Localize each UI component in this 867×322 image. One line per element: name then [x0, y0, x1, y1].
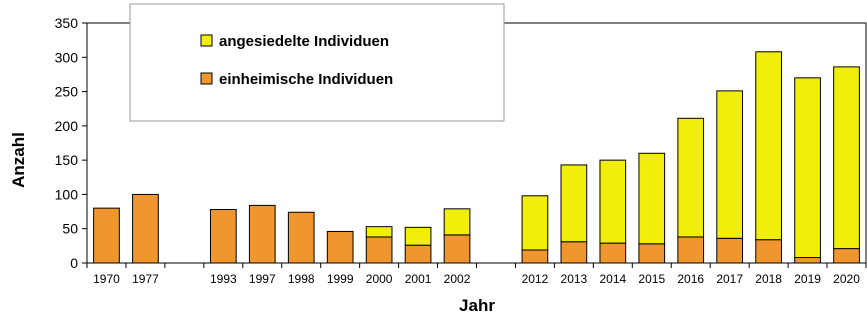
x-tick-label: 1997	[249, 272, 276, 286]
x-tick-label: 1993	[210, 272, 237, 286]
x-tick-label: 1970	[93, 272, 120, 286]
legend-label-einheimische: einheimische Individuen	[219, 71, 393, 88]
x-axis: 1970 1977 1993 1997 1998 1999 2000 2001 2002 2012…	[86, 263, 867, 286]
y-tick-label: 100	[55, 186, 79, 202]
bar-angesiedelte-2016	[677, 117, 705, 238]
bar-einheimische-1999	[326, 230, 354, 264]
x-tick-label: 2014	[599, 272, 626, 286]
legend: angesiedelte Individuen einheimische Ind…	[129, 3, 505, 122]
x-tick-label: 2001	[405, 272, 432, 286]
bar-angesiedelte-2013	[560, 164, 588, 243]
bar-einheimische-1977	[132, 193, 159, 264]
bar-einheimische-1970	[93, 207, 120, 264]
y-axis-title: Anzahl	[9, 132, 28, 188]
y-tick-label: 200	[55, 118, 79, 134]
bar-angesiedelte-2012	[521, 195, 549, 251]
bar-angesiedelte-2019	[794, 77, 821, 259]
bar-einheimische-1997	[248, 204, 276, 264]
x-tick-label: 2002	[444, 272, 471, 286]
x-tick-label: 1998	[288, 272, 315, 286]
bar-einheimische-1998	[287, 211, 315, 264]
bar-einheimische-2002	[443, 234, 471, 264]
x-tick-label: 2017	[716, 272, 743, 286]
y-tick-label: 150	[55, 152, 79, 168]
bar-angesiedelte-2017	[716, 90, 744, 239]
x-axis-title: Jahr	[459, 296, 495, 315]
x-tick-label: 2013	[561, 272, 588, 286]
x-tick-label: 1999	[327, 272, 354, 286]
legend-label-angesiedelte: angesiedelte Individuen	[219, 33, 389, 50]
y-tick-label: 0	[70, 255, 78, 271]
x-tick-label: 2019	[794, 272, 821, 286]
y-tick-label: 250	[55, 84, 79, 100]
bar-einheimische-2018	[755, 239, 782, 264]
bar-einheimische-2019	[794, 257, 821, 264]
bar-einheimische-2014	[599, 242, 627, 264]
bar-angesiedelte-2002	[443, 208, 471, 236]
bar-einheimische-2001	[404, 244, 432, 264]
x-tick-label: 1977	[132, 272, 159, 286]
x-tick-label: 2018	[755, 272, 782, 286]
bar-einheimische-2000	[365, 236, 393, 264]
bar-einheimische-1993	[209, 209, 237, 264]
x-tick-label: 2015	[638, 272, 665, 286]
bar-einheimische-2015	[638, 243, 666, 264]
bar-angesiedelte-2018	[755, 51, 782, 241]
bar-einheimische-2012	[521, 249, 549, 264]
x-tick-label: 2020	[833, 272, 860, 286]
x-tick-label: 2012	[522, 272, 549, 286]
legend-swatch-angesiedelte	[200, 34, 213, 47]
y-axis: 0 50 100 150 200 250 300 350	[55, 15, 87, 271]
bar-angesiedelte-2015	[638, 152, 666, 245]
bar-einheimische-2017	[716, 237, 744, 264]
y-tick-label: 350	[55, 15, 79, 31]
bar-einheimische-2020	[833, 248, 860, 264]
bar-angesiedelte-2000	[365, 226, 393, 238]
x-tick-label: 2000	[366, 272, 393, 286]
y-tick-label: 50	[62, 221, 78, 237]
bar-angesiedelte-2001	[404, 226, 432, 246]
bar-angesiedelte-2014	[599, 159, 627, 244]
legend-box	[129, 3, 505, 122]
x-tick-label: 2016	[677, 272, 704, 286]
bars	[93, 51, 860, 264]
bar-einheimische-2013	[560, 241, 588, 264]
y-tick-label: 300	[55, 49, 79, 65]
bar-einheimische-2016	[677, 236, 705, 264]
bar-angesiedelte-2020	[833, 66, 860, 250]
legend-swatch-einheimische	[200, 72, 213, 85]
